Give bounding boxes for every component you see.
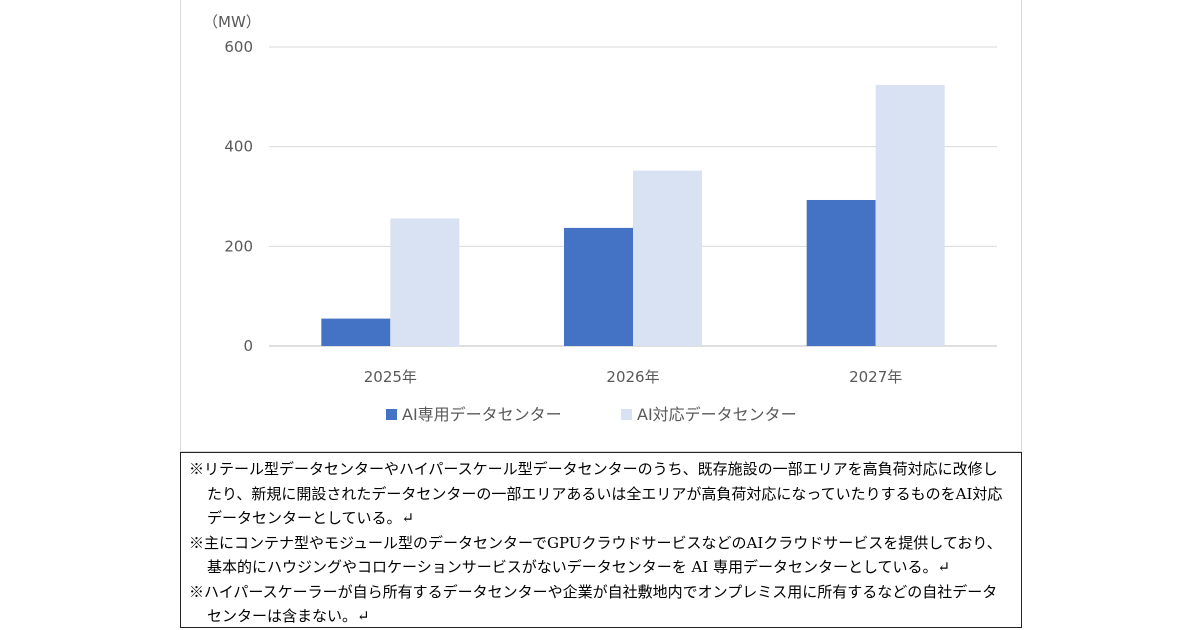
legend-label: AI専用データセンター: [402, 405, 562, 424]
x-axis-ticks: 2025年 2026年 2027年: [364, 368, 903, 386]
y-tick-label: 0: [243, 337, 253, 355]
y-tick-label: 200: [224, 237, 253, 255]
x-tick-label: 2026年: [606, 368, 659, 386]
chart-frame: （MW） 0 200 400 600 2025年 2026年 2027年 AI専用データセ…: [180, 0, 1022, 452]
bar-ai-ready-2: [875, 84, 945, 346]
bar-ai-dedicated-2: [806, 199, 876, 346]
x-tick-label: 2025年: [364, 368, 417, 386]
bar-ai-dedicated-1: [564, 227, 633, 346]
note-retail-ai-ready: ※リテール型データセンターやハイパースケール型データセンターのうち、既存施設の一…: [189, 460, 1003, 527]
bars: [321, 84, 945, 346]
bar-ai-dedicated-0: [321, 318, 391, 346]
legend-swatch: [386, 409, 397, 420]
bar-ai-ready-1: [633, 170, 702, 346]
x-tick-label: 2027年: [849, 368, 902, 386]
y-axis-ticks: 0 200 400 600: [224, 38, 253, 355]
bar-ai-ready-0: [390, 218, 460, 346]
legend-label: AI対応データセンター: [637, 405, 797, 424]
note-exclusions: ※ハイパースケーラーが自ら所有するデータセンターや企業が自社敷地内でオンプレミス…: [189, 582, 998, 626]
y-axis-unit-label: （MW）: [203, 13, 261, 31]
bar-chart: （MW） 0 200 400 600 2025年 2026年 2027年 AI専用データセ…: [203, 13, 997, 424]
legend: AI専用データセンター AI対応データセンター: [386, 405, 797, 424]
notes-box: ※リテール型データセンターやハイパースケール型データセンターのうち、既存施設の一…: [180, 452, 1022, 628]
y-tick-label: 600: [224, 38, 253, 56]
y-tick-label: 400: [224, 138, 253, 156]
legend-swatch: [621, 409, 632, 420]
note-ai-dedicated: ※主にコンテナ型やモジュール型のデータセンターでGPUクラウドサービスなどのAI…: [189, 533, 1002, 577]
